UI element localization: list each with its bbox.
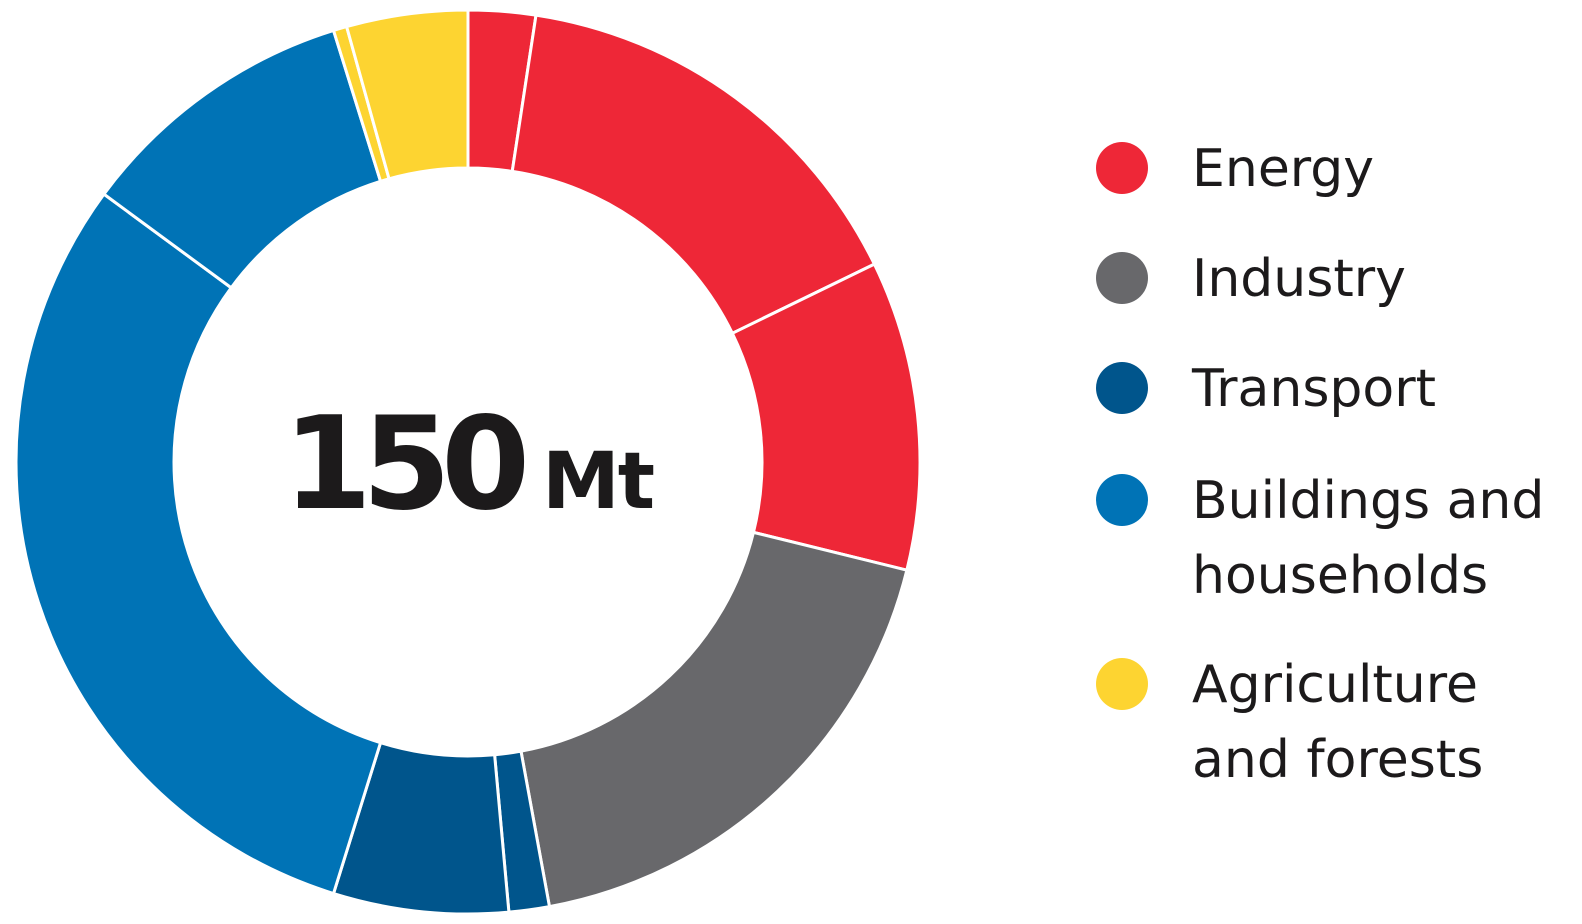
donut-slice-agriculture-and-forests-10 [345,8,470,181]
legend-label-agriculture-and-forests: Agriculture and forests [1192,655,1484,790]
legend-swatch-agriculture-and-forests [1096,658,1148,710]
legend-swatch-transport [1096,362,1148,414]
donut-slice-energy-2 [510,13,876,335]
legend-swatch-energy [1096,142,1148,194]
legend-label-transport: Transport [1192,359,1437,419]
legend-label-energy: Energy [1192,139,1375,199]
donut-slice-industry-4 [519,530,909,909]
center-total-unit: Mt [542,437,655,527]
donut-slice-buildings-and-households-7 [14,192,383,896]
center-total-value: 150 [282,390,530,539]
legend-label-industry: Industry [1192,249,1406,309]
legend-swatch-buildings-and-households [1096,474,1148,526]
donut-chart [14,8,922,916]
legend-swatch-industry [1096,252,1148,304]
legend-label-buildings-and-households: Buildings and households [1192,471,1545,606]
center-total-label: 150 Mt [283,401,655,529]
